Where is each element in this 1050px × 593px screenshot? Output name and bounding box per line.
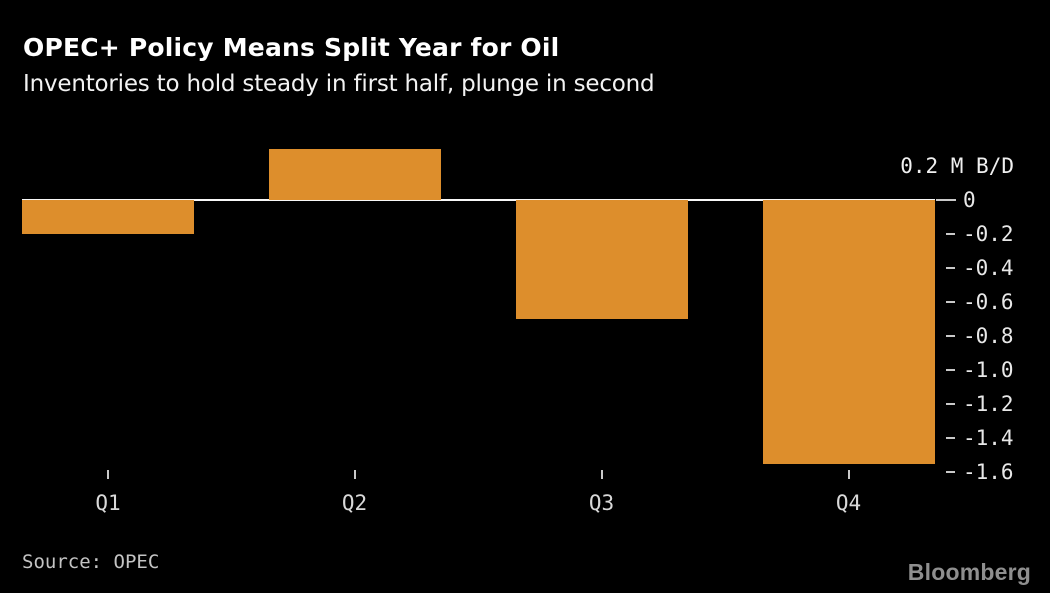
bar-q1: [22, 200, 194, 234]
y-tick-mark--0p2: [946, 233, 955, 235]
bar-q2: [268, 149, 441, 200]
x-axis-label-q3: Q3: [588, 491, 615, 515]
x-tick-mark-q2: [353, 470, 356, 479]
x-axis-label-q2: Q2: [341, 491, 368, 515]
bar-q4: [762, 200, 935, 464]
y-tick-label--1p6: -1.6: [963, 460, 1014, 484]
zero-baseline: [22, 199, 935, 201]
x-tick-mark-q1: [107, 470, 109, 479]
y-tick-label--0p6: -0.6: [963, 290, 1014, 314]
y-tick-label--0p4: -0.4: [963, 256, 1014, 280]
y-tick-label--0p2: -0.2: [963, 222, 1014, 246]
y-tick-mark--0p6: [946, 301, 955, 303]
x-tick-mark-q4: [847, 470, 850, 479]
y-tick-mark--1p6: [946, 471, 955, 473]
y-tick-label--0p8: -0.8: [963, 324, 1014, 348]
y-tick-label--1p4: -1.4: [963, 426, 1014, 450]
y-tick-label-0: 0: [963, 188, 976, 212]
x-axis-label-q4: Q4: [835, 491, 862, 515]
y-axis-unit-label: 0.2 M B/D: [900, 154, 1014, 178]
y-tick-mark--0p4: [946, 267, 955, 269]
x-tick-mark-q3: [600, 470, 603, 479]
x-axis-label-q1: Q1: [95, 491, 121, 515]
y-tick-mark-0: [936, 199, 956, 201]
chart-subtitle: Inventories to hold steady in first half…: [23, 71, 655, 97]
y-tick-label--1p0: -1.0: [963, 358, 1014, 382]
bloomberg-logo: Bloomberg: [907, 559, 1031, 585]
y-tick-mark--1p0: [946, 369, 955, 371]
y-tick-mark--1p2: [946, 403, 955, 405]
chart-title: OPEC+ Policy Means Split Year for Oil: [23, 33, 560, 62]
y-tick-label--1p2: -1.2: [963, 392, 1014, 416]
source-label: Source: OPEC: [22, 551, 160, 573]
y-tick-mark--0p8: [946, 335, 955, 337]
bar-q3: [515, 200, 688, 319]
y-tick-mark--1p4: [946, 437, 955, 439]
